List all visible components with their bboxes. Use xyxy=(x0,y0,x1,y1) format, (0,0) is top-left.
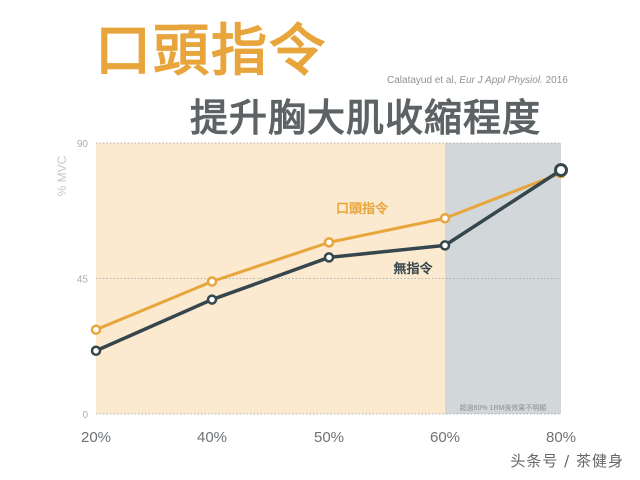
data-point xyxy=(323,252,335,263)
citation-year: 2016 xyxy=(545,75,568,86)
data-point xyxy=(206,276,218,287)
shaded-region-label: 超過60% 1RM後效果不明顯 xyxy=(460,403,547,412)
data-point xyxy=(323,237,335,248)
x-tick-label: 40% xyxy=(197,429,227,446)
data-point xyxy=(554,163,568,178)
y-tick-label: 90 xyxy=(77,139,89,150)
x-tick-label: 20% xyxy=(81,429,111,446)
data-point xyxy=(206,294,218,305)
x-tick-label: 60% xyxy=(430,429,460,446)
watermark: 头条号 / 茶健身 xyxy=(510,452,624,470)
data-point xyxy=(90,324,102,335)
data-point xyxy=(90,345,102,357)
citation-authors: Calatayud et al, xyxy=(387,75,457,86)
page-subtitle: 提升胸大肌收縮程度 xyxy=(190,96,542,140)
y-tick-label: 0 xyxy=(82,410,88,421)
y-tick-label: 45 xyxy=(77,275,89,286)
y-axis-label: % MVC xyxy=(55,155,69,196)
page-title: 口頭指令 xyxy=(95,19,327,84)
x-tick-label: 80% xyxy=(546,429,576,446)
series-label: 口頭指令 xyxy=(336,201,389,216)
data-point xyxy=(439,213,451,224)
x-tick-label: 50% xyxy=(314,429,344,446)
data-point xyxy=(439,240,451,251)
citation-journal: Eur J Appl Physiol. xyxy=(459,75,543,86)
citation: Calatayud et al, Eur J Appl Physiol. 201… xyxy=(387,75,568,86)
series-label: 無指令 xyxy=(393,261,433,276)
